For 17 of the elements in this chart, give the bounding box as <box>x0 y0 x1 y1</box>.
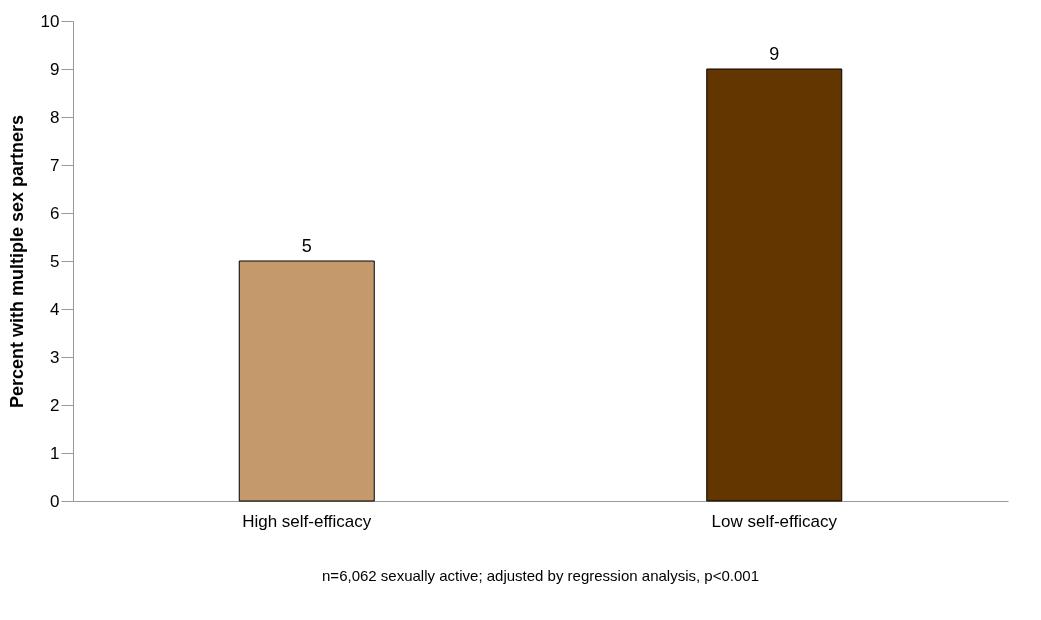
data-label: 5 <box>301 236 312 256</box>
y-tick-label: 2 <box>50 395 60 415</box>
text: n=6,062 sexually active; adjusted by regression analysis, p<0.001 <box>322 567 759 584</box>
y-tick-label: 5 <box>50 251 60 271</box>
x-tick-label: High self-efficacy <box>242 511 372 531</box>
y-tick-label: 10 <box>40 11 60 31</box>
y-tick-label: 7 <box>50 155 60 175</box>
y-tick-label: 6 <box>50 203 60 223</box>
y-tick-label: 4 <box>50 299 60 319</box>
y-axis-title: Percent with multiple sex partners <box>6 114 27 409</box>
x-tick-label: Low self-efficacy <box>711 511 838 531</box>
y-tick-label: 3 <box>50 347 60 367</box>
y-tick-label: 0 <box>50 491 60 511</box>
y-tick-label: 9 <box>50 59 60 79</box>
data-label: 9 <box>769 44 780 64</box>
y-tick-label: 1 <box>50 443 60 463</box>
y-tick-label: 8 <box>50 107 60 127</box>
